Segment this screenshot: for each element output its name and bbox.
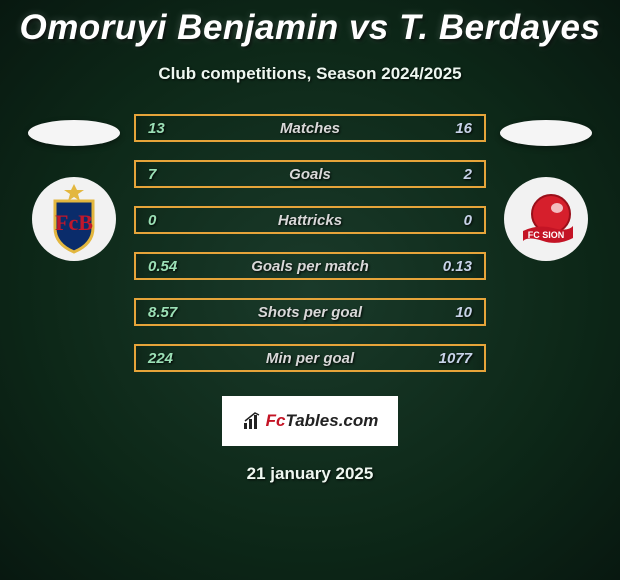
stat-right-value: 0 bbox=[464, 212, 472, 229]
stat-label: Min per goal bbox=[266, 350, 354, 367]
player-left-photo bbox=[28, 120, 120, 146]
player-right-column: FC SION bbox=[486, 114, 606, 262]
stat-right-value: 16 bbox=[455, 120, 472, 137]
stat-left-value: 0.54 bbox=[148, 258, 177, 275]
stat-label: Shots per goal bbox=[258, 304, 362, 321]
stat-left-value: 8.57 bbox=[148, 304, 177, 321]
svg-text:FC SION: FC SION bbox=[528, 230, 565, 240]
stat-label: Goals bbox=[289, 166, 331, 183]
stat-left-value: 7 bbox=[148, 166, 156, 183]
player-right-photo bbox=[500, 120, 592, 146]
comparison-title: Omoruyi Benjamin vs T. Berdayes bbox=[20, 8, 601, 48]
club-badge-right: FC SION bbox=[503, 176, 589, 262]
player-left-column: FcB bbox=[14, 114, 134, 262]
stat-label: Matches bbox=[280, 120, 340, 137]
stat-row: 0 Hattricks 0 bbox=[134, 206, 486, 234]
stat-label: Hattricks bbox=[278, 212, 342, 229]
stats-column: 13 Matches 16 7 Goals 2 0 Hattricks 0 0.54 Goals p… bbox=[134, 114, 486, 372]
stat-row: 0.54 Goals per match 0.13 bbox=[134, 252, 486, 280]
comparison-body: FcB 13 Matches 16 7 Goals 2 0 Hattricks 0 0.54 Goa… bbox=[0, 114, 620, 372]
comparison-subtitle: Club competitions, Season 2024/2025 bbox=[158, 64, 461, 84]
stat-right-value: 0.13 bbox=[443, 258, 472, 275]
generation-date: 21 january 2025 bbox=[247, 464, 374, 484]
stat-left-value: 0 bbox=[148, 212, 156, 229]
svg-text:FcB: FcB bbox=[55, 210, 93, 235]
stat-row: 8.57 Shots per goal 10 bbox=[134, 298, 486, 326]
stat-row: 224 Min per goal 1077 bbox=[134, 344, 486, 372]
club-badge-left: FcB bbox=[31, 176, 117, 262]
stat-right-value: 1077 bbox=[439, 350, 472, 367]
stat-left-value: 224 bbox=[148, 350, 173, 367]
stat-left-value: 13 bbox=[148, 120, 165, 137]
brand-suffix: Tables.com bbox=[285, 411, 378, 431]
fctables-logo[interactable]: FcTables.com bbox=[222, 396, 398, 446]
stat-row: 7 Goals 2 bbox=[134, 160, 486, 188]
brand-prefix: Fc bbox=[266, 411, 286, 431]
stat-right-value: 2 bbox=[464, 166, 472, 183]
stat-label: Goals per match bbox=[251, 258, 369, 275]
stat-right-value: 10 bbox=[455, 304, 472, 321]
stat-row: 13 Matches 16 bbox=[134, 114, 486, 142]
